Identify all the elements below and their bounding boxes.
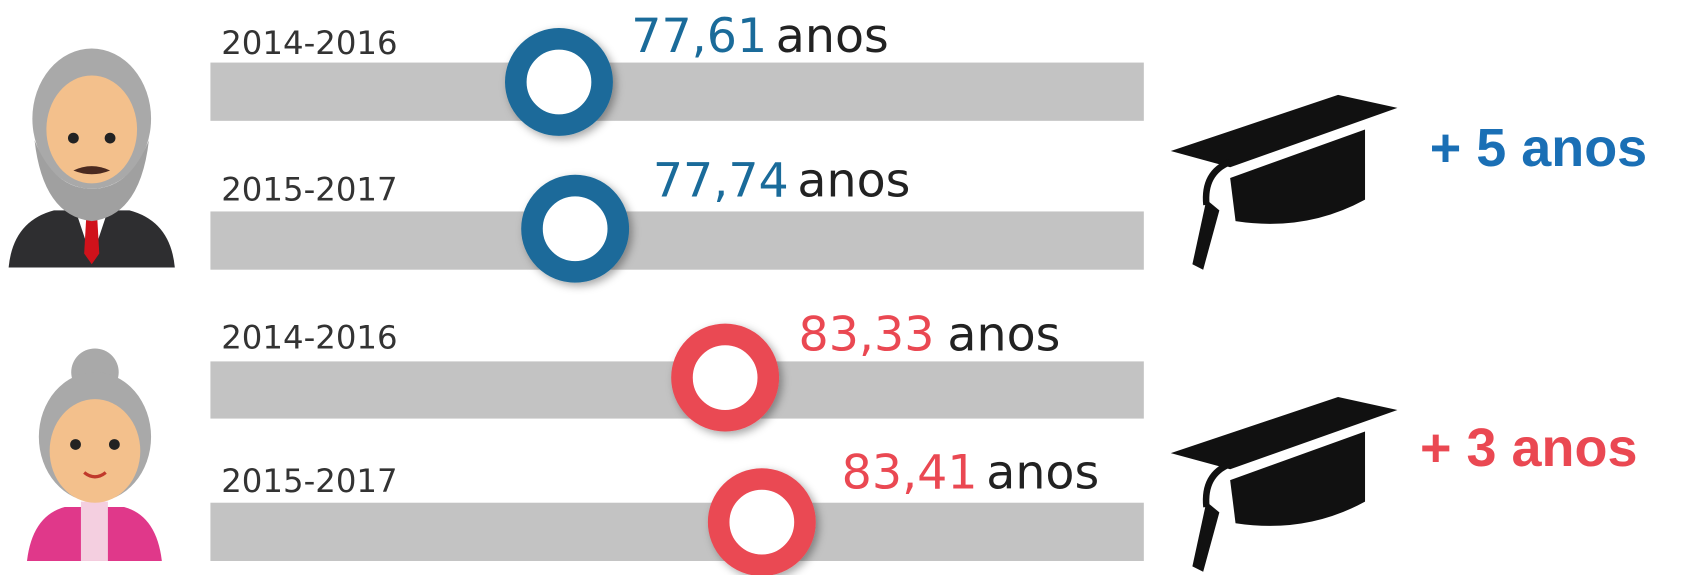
woman-avatar (27, 348, 162, 561)
ring-marker (719, 479, 805, 565)
graduation-cap-icon (1171, 95, 1398, 270)
unit: anos (947, 308, 1060, 363)
period-label: 2014-2016 (221, 318, 397, 356)
period-label: 2015-2017 (221, 462, 397, 500)
value: 77,61 (631, 9, 767, 64)
ring-marker (682, 334, 768, 420)
value: 77,74 (653, 153, 789, 208)
period-label: 2015-2017 (221, 171, 397, 209)
unit: anos (986, 446, 1099, 501)
ring-marker (532, 186, 618, 272)
page: 2014-2016 2015-2017 2014-2016 2015-2017 … (0, 0, 1692, 575)
gain-label: + 5 anos (1430, 118, 1647, 178)
bar-track (210, 211, 1143, 269)
gain-label: + 3 anos (1420, 418, 1637, 478)
value: 83,33 (799, 308, 935, 363)
bar-track (210, 503, 1143, 561)
period-label: 2014-2016 (221, 24, 397, 62)
ring-marker (516, 39, 602, 125)
unit: anos (797, 153, 910, 208)
infographic: 2014-2016 2015-2017 2014-2016 2015-2017 … (0, 0, 1692, 575)
graduation-cap-icon (1171, 397, 1398, 572)
man-avatar (9, 49, 175, 268)
value: 83,41 (842, 446, 978, 501)
unit: anos (776, 9, 889, 64)
bar-track (210, 63, 1143, 121)
